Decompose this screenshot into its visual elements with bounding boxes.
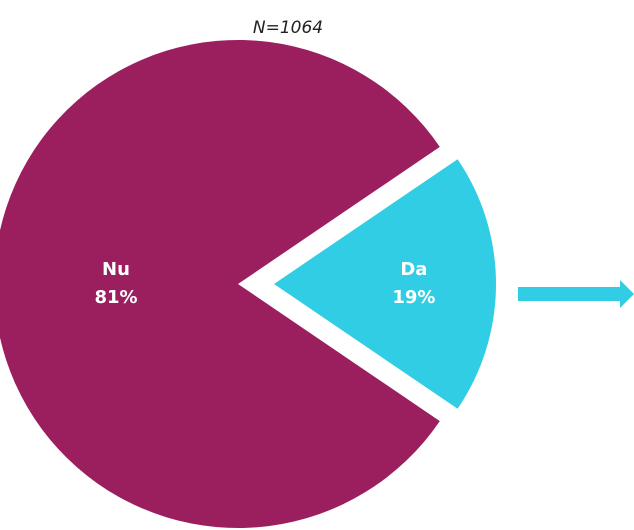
arrow [518,280,634,308]
pie-slice [0,40,440,528]
slice-value: 19% [392,287,435,308]
arrow-head [620,280,634,308]
chart-subtitle: N=1064 [253,18,323,38]
slice-value: 81% [94,287,137,308]
slice-name: Da [400,259,427,280]
arrow-shaft [518,287,624,301]
pie-slice [274,159,496,409]
slice-name: Nu [102,259,130,280]
